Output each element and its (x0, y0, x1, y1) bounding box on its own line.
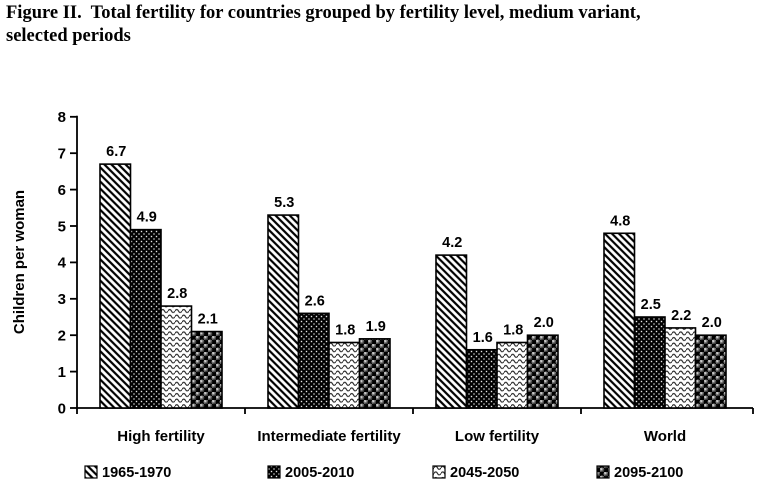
bar-value-label: 1.8 (335, 322, 355, 338)
bar-2095-2100-low-fertility (526, 334, 559, 409)
legend-swatch-1965-1970 (84, 465, 98, 479)
y-tick-label: 3 (58, 291, 66, 308)
legend-label: 2095-2100 (614, 465, 683, 481)
y-tick-label: 4 (58, 255, 67, 272)
bar-1965-1970-world (603, 232, 636, 409)
bar-value-label: 4.2 (442, 235, 462, 251)
bar-1965-1970-intermediate-fertility (267, 214, 300, 409)
bar-value-label: 5.3 (274, 195, 294, 211)
bar-1965-1970-low-fertility (435, 254, 468, 409)
bar-value-label: 1.6 (473, 330, 493, 346)
x-category-label: Low fertility (455, 428, 540, 445)
figure-title: Figure II. Total fertility for countries… (6, 2, 762, 49)
bar-value-label: 2.0 (534, 315, 554, 331)
bar-2045-2050-low-fertility (496, 341, 529, 409)
bar-2095-2100-world (694, 334, 727, 409)
x-category-label: High fertility (117, 428, 205, 445)
bar-value-label: 4.9 (137, 210, 157, 226)
x-category-label: World (644, 428, 686, 445)
bar-2005-2010-intermediate-fertility (297, 312, 330, 409)
figure-title-line1: Figure II. Total fertility for countries… (6, 3, 641, 23)
bar-2045-2050-world (664, 327, 697, 409)
bar-2095-2100-intermediate-fertility (358, 338, 391, 409)
y-tick-label: 6 (58, 182, 66, 199)
y-tick-label: 1 (58, 364, 66, 381)
y-tick-label: 2 (58, 328, 66, 345)
y-tick-label: 5 (58, 218, 66, 235)
legend-label: 2005-2010 (285, 465, 354, 481)
bar-value-label: 2.8 (167, 286, 187, 302)
bar-2045-2050-intermediate-fertility (328, 341, 361, 409)
legend-swatch-2005-2010 (267, 465, 281, 479)
legend-swatch-2045-2050 (432, 465, 446, 479)
bar-value-label: 2.0 (702, 315, 722, 331)
bar-value-label: 1.8 (503, 322, 523, 338)
bar-value-label: 2.5 (641, 297, 661, 313)
y-tick-label: 8 (58, 109, 66, 126)
bar-value-label: 2.1 (198, 312, 218, 328)
y-axis-title: Children per woman (11, 190, 28, 334)
bar-value-label: 1.9 (366, 319, 386, 335)
x-category-label: Intermediate fertility (257, 428, 401, 445)
figure-title-line2: selected periods (6, 26, 131, 47)
legend-swatch-2095-2100 (596, 465, 610, 479)
legend-label: 1965-1970 (102, 465, 171, 481)
bar-2005-2010-low-fertility (465, 348, 498, 409)
bar-2095-2100-high-fertility (190, 330, 223, 409)
bar-2005-2010-world (633, 316, 666, 409)
bar-value-label: 4.8 (610, 213, 630, 229)
legend-label: 2045-2050 (450, 465, 519, 481)
bar-1965-1970-high-fertility (99, 163, 132, 409)
bar-value-label: 2.2 (671, 308, 691, 324)
bar-2045-2050-high-fertility (160, 305, 193, 409)
bar-value-label: 2.6 (305, 293, 325, 309)
bar-value-label: 6.7 (106, 144, 126, 160)
bar-2005-2010-high-fertility (129, 228, 162, 409)
y-tick-label: 7 (58, 146, 66, 163)
y-tick-label: 0 (58, 400, 66, 417)
